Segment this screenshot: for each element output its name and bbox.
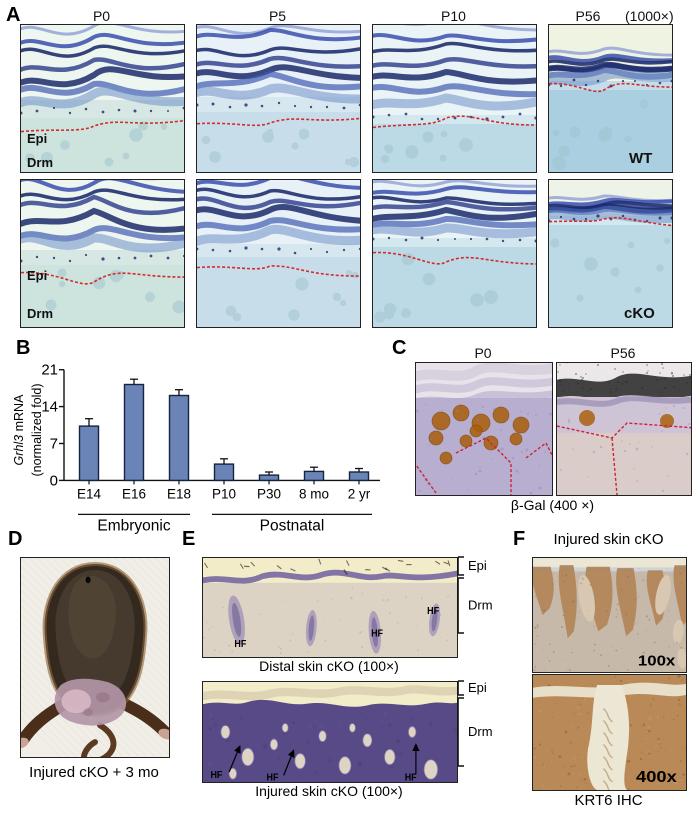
svg-text:2 yr: 2 yr <box>348 486 371 501</box>
svg-text:8 mo: 8 mo <box>299 486 329 501</box>
svg-text:HF: HF <box>267 772 279 782</box>
svg-text:Epi: Epi <box>468 558 487 573</box>
svg-text:Drm: Drm <box>27 306 53 321</box>
svg-text:100x: 100x <box>638 653 676 669</box>
svg-text:Postnatal: Postnatal <box>260 517 325 534</box>
svg-text:WT: WT <box>629 150 652 167</box>
svg-text:Epi: Epi <box>27 268 47 283</box>
svg-text:Drm: Drm <box>468 724 493 739</box>
svg-text:Epi: Epi <box>468 680 487 695</box>
svg-text:HF: HF <box>405 772 417 782</box>
svg-text:0: 0 <box>50 472 58 489</box>
svg-text:E18: E18 <box>167 486 191 501</box>
svg-text:Embryonic: Embryonic <box>97 517 170 534</box>
svg-text:Drm: Drm <box>27 155 53 170</box>
svg-text:400x: 400x <box>636 767 677 786</box>
svg-text:HF: HF <box>371 628 383 640</box>
svg-text:21: 21 <box>41 362 58 379</box>
svg-text:E16: E16 <box>122 486 146 501</box>
svg-text:E14: E14 <box>77 486 102 501</box>
svg-text:HF: HF <box>427 606 439 618</box>
svg-text:cKO: cKO <box>624 305 655 322</box>
svg-text:Drm: Drm <box>468 598 493 613</box>
svg-text:P10: P10 <box>212 486 236 501</box>
svg-text:HF: HF <box>210 769 222 781</box>
svg-text:7: 7 <box>50 436 58 453</box>
svg-text:Epi: Epi <box>27 131 47 146</box>
svg-text:P30: P30 <box>257 486 281 501</box>
svg-text:HF: HF <box>234 639 246 651</box>
